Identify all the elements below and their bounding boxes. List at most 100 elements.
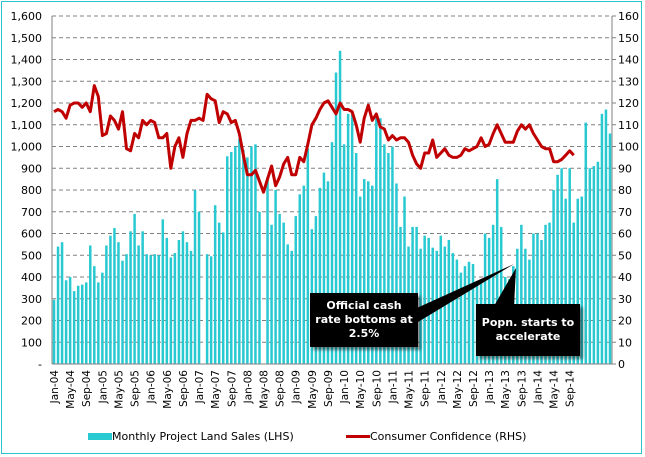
bar <box>491 224 495 364</box>
bar <box>427 237 430 364</box>
bar <box>286 244 289 364</box>
bar <box>246 157 249 364</box>
right-tick-label: 110 <box>618 119 639 132</box>
bar <box>379 118 382 364</box>
right-tick-label: 40 <box>618 271 632 284</box>
bar <box>282 222 285 364</box>
left-tick-label: 1,000 <box>11 141 43 154</box>
bar <box>213 205 217 364</box>
bar <box>250 146 253 364</box>
bar <box>334 72 338 365</box>
bar <box>121 260 124 364</box>
left-tick-label: 600 <box>21 228 42 241</box>
bar <box>354 153 358 364</box>
bar <box>358 196 362 364</box>
x-tick-label: Sep-12 <box>468 370 480 407</box>
x-tick-label: Jan-11 <box>387 370 399 404</box>
bar <box>258 211 261 364</box>
bar <box>89 245 92 364</box>
bar <box>342 144 346 364</box>
bar <box>238 138 241 364</box>
bar <box>64 280 68 364</box>
bar <box>274 190 277 364</box>
bar <box>205 254 209 364</box>
bar <box>141 231 144 364</box>
x-axis-ticks: Jan-04 May-04 Sep-04 Jan-05 May-05 Sep-05 Jan-… <box>49 370 577 409</box>
right-tick-label: 70 <box>618 206 632 219</box>
annotation-population-line1: Popn. starts to <box>481 316 575 329</box>
bar <box>234 146 237 364</box>
bar <box>226 156 229 364</box>
bar <box>113 228 116 364</box>
bar <box>68 277 72 364</box>
left-tick-label: 1,600 <box>11 10 43 23</box>
bar <box>383 144 386 364</box>
bar <box>544 224 547 364</box>
bar <box>125 254 128 364</box>
bar <box>302 185 306 364</box>
right-tick-label: 130 <box>618 75 639 88</box>
bar <box>455 259 459 364</box>
bar <box>536 233 539 364</box>
right-tick-label: 100 <box>618 141 639 154</box>
bar <box>391 146 394 364</box>
bar <box>76 285 80 364</box>
bar <box>181 231 185 364</box>
bar <box>56 246 60 364</box>
bar <box>60 242 64 364</box>
x-tick-label: Sep-05 <box>130 370 142 407</box>
x-tick-label: Sep-09 <box>323 370 335 407</box>
right-tick-label: 50 <box>618 249 632 262</box>
bar <box>161 219 165 364</box>
left-tick-label: 1,300 <box>11 75 43 88</box>
x-tick-label: May-11 <box>404 370 416 409</box>
bar <box>80 284 84 364</box>
bar <box>487 237 491 364</box>
annotation-cash-rate-line2: rate bottoms at <box>315 313 413 326</box>
bar <box>314 216 318 364</box>
bar <box>193 190 197 364</box>
bar <box>596 161 600 364</box>
bar <box>209 256 213 364</box>
bar <box>242 149 245 364</box>
bar <box>564 198 567 364</box>
bar <box>157 255 161 364</box>
x-tick-label: Jan-12 <box>436 370 448 404</box>
left-tick-label: 900 <box>21 162 42 175</box>
bar <box>592 166 596 364</box>
legend-item-bar: Monthly Project Land Sales (LHS) <box>88 430 294 443</box>
bar <box>197 211 201 364</box>
right-axis-ticks: 0 10 20 30 40 50 60 70 80 90 100 110 120 130 140 150 160 <box>612 10 639 371</box>
bar <box>395 183 398 364</box>
bar <box>230 151 233 364</box>
right-tick-label: 80 <box>618 184 632 197</box>
x-tick-label: Sep-13 <box>516 370 528 407</box>
bar <box>548 222 551 364</box>
x-tick-label: Jan-04 <box>49 370 61 405</box>
line-series <box>53 84 575 194</box>
left-tick-label: 500 <box>21 249 42 262</box>
bar <box>338 50 342 365</box>
bar <box>568 168 571 364</box>
bar <box>371 185 374 364</box>
bar <box>483 233 487 364</box>
bar <box>604 109 608 365</box>
bar <box>185 242 189 364</box>
cash-rate-pointer <box>408 264 514 322</box>
x-tick-label: Jan-05 <box>97 370 109 404</box>
bar <box>72 291 76 364</box>
annotation-pointers <box>408 264 516 322</box>
line-path <box>53 84 575 194</box>
x-tick-label: Jan-07 <box>194 370 206 404</box>
left-tick-label: 1,400 <box>11 54 43 67</box>
bar <box>362 179 366 364</box>
left-tick-label: 1,500 <box>11 32 43 45</box>
legend-item-line: Consumer Confidence (RHS) <box>346 430 526 443</box>
bar <box>467 261 471 364</box>
bar <box>129 231 132 364</box>
right-tick-label: 60 <box>618 228 632 241</box>
bar <box>133 213 136 364</box>
right-tick-label: 10 <box>618 336 632 349</box>
bar <box>350 111 354 364</box>
bar <box>137 245 140 364</box>
